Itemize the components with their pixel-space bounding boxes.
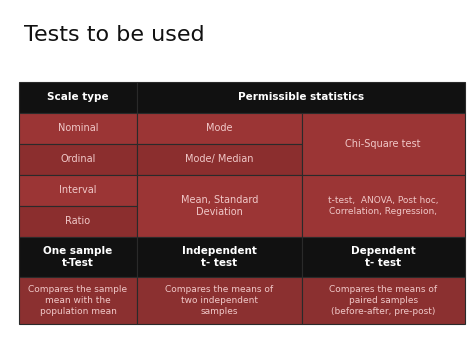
Text: Dependent
t- test: Dependent t- test	[351, 246, 416, 268]
FancyBboxPatch shape	[137, 237, 302, 277]
FancyBboxPatch shape	[19, 206, 137, 237]
Text: One sample
t-Test: One sample t-Test	[44, 246, 113, 268]
FancyBboxPatch shape	[302, 113, 465, 175]
Text: Nominal: Nominal	[58, 123, 98, 133]
Text: Permissible statistics: Permissible statistics	[238, 92, 364, 102]
FancyBboxPatch shape	[137, 277, 302, 324]
FancyBboxPatch shape	[137, 82, 465, 113]
Text: Compares the sample
mean with the
population mean: Compares the sample mean with the popula…	[28, 285, 128, 316]
Text: Ordinal: Ordinal	[60, 154, 96, 164]
Text: Interval: Interval	[59, 185, 97, 195]
Text: Compares the means of
two independent
samples: Compares the means of two independent sa…	[165, 285, 273, 316]
FancyBboxPatch shape	[137, 144, 302, 175]
Text: Mode: Mode	[206, 123, 233, 133]
FancyBboxPatch shape	[19, 113, 137, 144]
Text: Scale type: Scale type	[47, 92, 109, 102]
Text: Mean, Standard
Deviation: Mean, Standard Deviation	[181, 195, 258, 217]
Text: Tests to be used: Tests to be used	[24, 25, 204, 45]
Text: Compares the means of
paired samples
(before-after, pre-post): Compares the means of paired samples (be…	[329, 285, 438, 316]
Text: Independent
t- test: Independent t- test	[182, 246, 257, 268]
FancyBboxPatch shape	[19, 175, 137, 206]
Text: Ratio: Ratio	[65, 216, 91, 226]
FancyBboxPatch shape	[302, 277, 465, 324]
Text: Mode/ Median: Mode/ Median	[185, 154, 254, 164]
FancyBboxPatch shape	[19, 82, 137, 113]
FancyBboxPatch shape	[137, 113, 302, 144]
Text: t-test,  ANOVA, Post hoc,
Correlation, Regression,: t-test, ANOVA, Post hoc, Correlation, Re…	[328, 196, 438, 216]
FancyBboxPatch shape	[19, 144, 137, 175]
FancyBboxPatch shape	[302, 237, 465, 277]
FancyBboxPatch shape	[19, 237, 137, 277]
FancyBboxPatch shape	[137, 175, 302, 237]
Text: Chi-Square test: Chi-Square test	[346, 139, 421, 149]
FancyBboxPatch shape	[302, 175, 465, 237]
FancyBboxPatch shape	[19, 277, 137, 324]
